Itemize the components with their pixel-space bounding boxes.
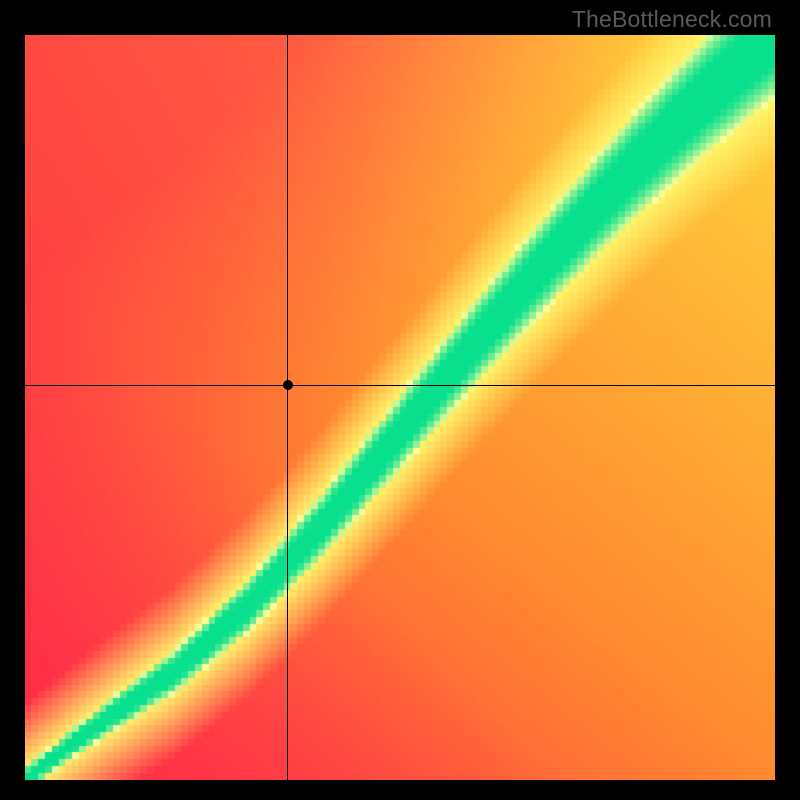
chart-container: TheBottleneck.com [0, 0, 800, 800]
heatmap-canvas [25, 35, 775, 780]
watermark-text: TheBottleneck.com [572, 6, 772, 33]
crosshair-horizontal [25, 385, 775, 386]
crosshair-vertical [287, 35, 288, 780]
plot-area [25, 35, 775, 780]
crosshair-marker [283, 380, 293, 390]
